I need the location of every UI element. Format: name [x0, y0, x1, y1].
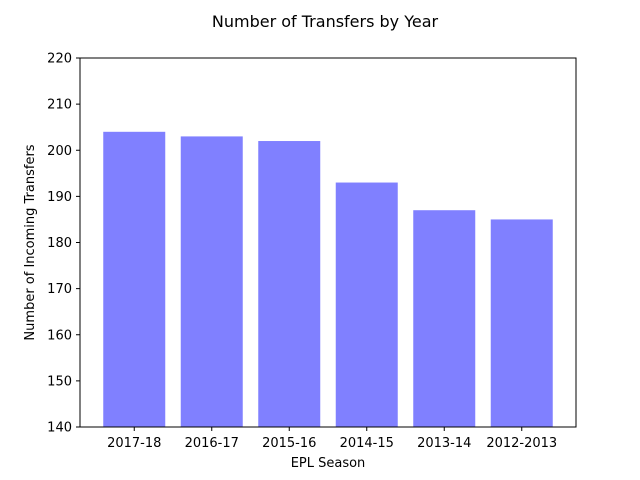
y-axis: 140 150 160 170 180 190 200 210 220 [47, 52, 80, 436]
y-tick-label-160: 160 [47, 328, 72, 343]
bar-2016-17 [180, 136, 243, 427]
y-tick-label-190: 190 [47, 190, 72, 205]
x-axis: 2017-18 2016-17 2015-16 2014-15 2013-14 2012-… [107, 427, 557, 451]
bar-2013-14 [413, 210, 476, 427]
x-tick-label-2012-2013: 2012-2013 [486, 436, 557, 451]
bar-2017-18 [103, 131, 166, 428]
bar-2014-15 [335, 182, 398, 427]
bar-2015-16 [258, 141, 321, 427]
y-tick-label-220: 220 [47, 52, 72, 67]
y-axis-label: Number of Incoming Transfers [23, 144, 38, 340]
bars-group [103, 131, 553, 428]
y-tick-label-200: 200 [47, 144, 72, 159]
x-tick-label-2014-15: 2014-15 [340, 436, 394, 451]
y-tick-label-210: 210 [47, 98, 72, 113]
y-tick-label-180: 180 [47, 236, 72, 251]
y-tick-label-150: 150 [47, 374, 72, 389]
x-axis-label: EPL Season [291, 456, 366, 471]
x-tick-label-2017-18: 2017-18 [107, 436, 161, 451]
x-tick-label-2016-17: 2016-17 [185, 436, 239, 451]
y-tick-label-140: 140 [47, 421, 72, 436]
x-tick-label-2013-14: 2013-14 [417, 436, 471, 451]
y-tick-label-170: 170 [47, 282, 72, 297]
chart-title: Number of Transfers by Year [212, 12, 439, 31]
x-tick-label-2015-16: 2015-16 [262, 436, 316, 451]
bar-2012-2013 [490, 219, 553, 427]
